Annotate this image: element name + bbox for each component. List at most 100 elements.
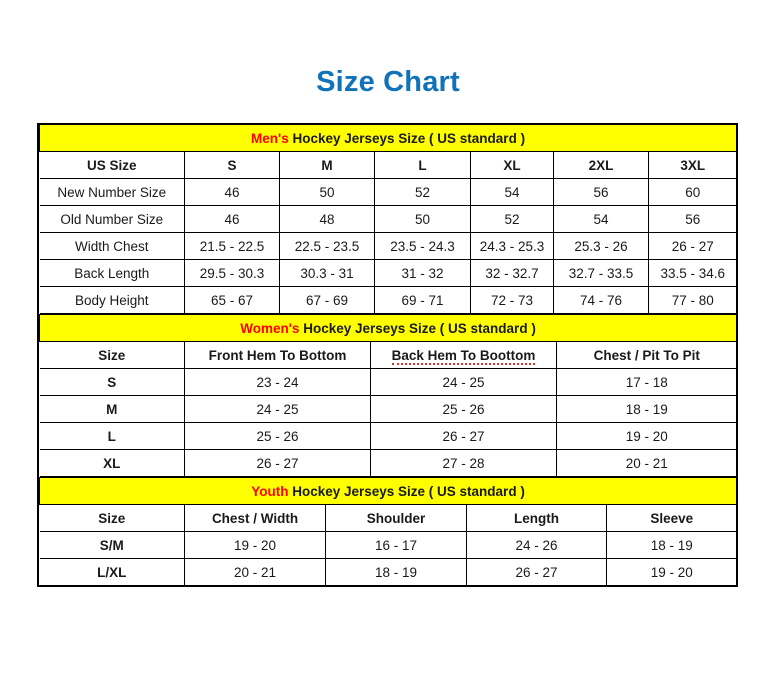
womens-row-1-cell-0: 24 - 25 <box>184 395 371 423</box>
mens-col-header-3: L <box>374 151 471 179</box>
womens-col-header-2: Back Hem To Boottom <box>370 341 557 369</box>
table-row: Back Length 29.5 - 30.3 30.3 - 31 31 - 3… <box>39 259 737 287</box>
womens-row-0-cell-0: 23 - 24 <box>184 368 371 396</box>
youth-heading-rest: Hockey Jerseys Size ( US standard ) <box>288 483 525 499</box>
mens-row-1-cell-3: 52 <box>470 205 554 233</box>
womens-size-table: Women's Hockey Jerseys Size ( US standar… <box>38 314 738 477</box>
mens-row-1-cell-4: 54 <box>553 205 649 233</box>
mens-row-3-label: Back Length <box>39 259 185 287</box>
mens-row-3-cell-3: 32 - 32.7 <box>470 259 554 287</box>
womens-col-header-0: Size <box>39 341 185 369</box>
womens-col-header-1: Front Hem To Bottom <box>184 341 371 369</box>
womens-col-header-3: Chest / Pit To Pit <box>555 341 737 369</box>
womens-col-header-2-text: Back Hem To Boottom <box>391 347 536 365</box>
mens-row-2-label: Width Chest <box>39 232 185 260</box>
mens-col-header-2: M <box>279 151 375 179</box>
womens-row-2-cell-2: 19 - 20 <box>555 422 737 450</box>
mens-row-2-cell-3: 24.3 - 25.3 <box>470 232 554 260</box>
table-row: L 25 - 26 26 - 27 19 - 20 <box>39 422 737 450</box>
table-row: S 23 - 24 24 - 25 17 - 18 <box>39 368 737 396</box>
mens-heading-rest: Hockey Jerseys Size ( US standard ) <box>288 130 526 146</box>
youth-section-heading-row: Youth Hockey Jerseys Size ( US standard … <box>38 477 738 505</box>
mens-row-3-cell-4: 32.7 - 33.5 <box>553 259 649 287</box>
mens-row-3-cell-5: 33.5 - 34.6 <box>647 259 737 287</box>
womens-row-1-label: M <box>39 395 185 423</box>
womens-row-1-cell-1: 25 - 26 <box>370 395 557 423</box>
mens-row-4-label: Body Height <box>39 286 185 314</box>
mens-row-0-label: New Number Size <box>39 178 185 206</box>
youth-row-1-cell-3: 19 - 20 <box>605 558 737 585</box>
mens-col-header-6: 3XL <box>647 151 737 179</box>
table-row: L/XL 20 - 21 18 - 19 26 - 27 19 - 20 <box>39 558 737 585</box>
womens-row-3-cell-2: 20 - 21 <box>555 449 737 477</box>
mens-row-2-cell-1: 22.5 - 23.5 <box>279 232 375 260</box>
mens-row-0-cell-5: 60 <box>647 178 737 206</box>
table-row: Body Height 65 - 67 67 - 69 69 - 71 72 -… <box>39 286 737 314</box>
youth-heading-accent: Youth <box>251 483 289 499</box>
table-row: Width Chest 21.5 - 22.5 22.5 - 23.5 23.5… <box>39 232 737 260</box>
table-row: Old Number Size 46 48 50 52 54 56 <box>39 205 737 233</box>
mens-row-1-cell-2: 50 <box>374 205 471 233</box>
womens-row-0-cell-2: 17 - 18 <box>555 368 737 396</box>
womens-section-heading: Women's Hockey Jerseys Size ( US standar… <box>38 314 738 342</box>
womens-row-0-label: S <box>39 368 185 396</box>
youth-row-1-label: L/XL <box>39 558 185 585</box>
mens-row-3-cell-0: 29.5 - 30.3 <box>184 259 280 287</box>
womens-row-2-label: L <box>39 422 185 450</box>
mens-column-header-row: US Size S M L XL 2XL 3XL <box>39 151 737 179</box>
youth-size-table: Youth Hockey Jerseys Size ( US standard … <box>38 477 738 585</box>
mens-row-0-cell-1: 50 <box>279 178 375 206</box>
womens-heading-rest: Hockey Jerseys Size ( US standard ) <box>299 320 536 336</box>
mens-row-4-cell-5: 77 - 80 <box>647 286 737 314</box>
youth-row-0-cell-1: 16 - 17 <box>325 531 467 559</box>
youth-section-heading: Youth Hockey Jerseys Size ( US standard … <box>38 477 738 505</box>
mens-row-1-cell-0: 46 <box>184 205 280 233</box>
youth-col-header-2: Shoulder <box>325 504 467 532</box>
size-tables-container: Men's Hockey Jerseys Size ( US standard … <box>37 123 738 587</box>
womens-section-heading-row: Women's Hockey Jerseys Size ( US standar… <box>38 314 738 342</box>
mens-row-2-cell-5: 26 - 27 <box>647 232 737 260</box>
mens-row-3-cell-2: 31 - 32 <box>374 259 471 287</box>
youth-row-0-label: S/M <box>39 531 185 559</box>
mens-row-1-label: Old Number Size <box>39 205 185 233</box>
mens-row-4-cell-1: 67 - 69 <box>279 286 375 314</box>
mens-row-2-cell-4: 25.3 - 26 <box>553 232 649 260</box>
mens-row-4-cell-2: 69 - 71 <box>374 286 471 314</box>
youth-row-1-cell-1: 18 - 19 <box>325 558 467 585</box>
youth-row-0-cell-3: 18 - 19 <box>605 531 737 559</box>
youth-row-1-cell-2: 26 - 27 <box>466 558 607 585</box>
youth-col-header-4: Sleeve <box>605 504 737 532</box>
mens-size-table: Men's Hockey Jerseys Size ( US standard … <box>38 125 738 314</box>
table-row: S/M 19 - 20 16 - 17 24 - 26 18 - 19 <box>39 531 737 559</box>
mens-row-0-cell-0: 46 <box>184 178 280 206</box>
womens-row-3-cell-0: 26 - 27 <box>184 449 371 477</box>
table-row: New Number Size 46 50 52 54 56 60 <box>39 178 737 206</box>
mens-heading-accent: Men's <box>250 130 289 146</box>
mens-col-header-1: S <box>184 151 280 179</box>
mens-row-3-cell-1: 30.3 - 31 <box>279 259 375 287</box>
womens-row-3-cell-1: 27 - 28 <box>370 449 557 477</box>
youth-row-0-cell-2: 24 - 26 <box>466 531 607 559</box>
youth-row-1-cell-0: 20 - 21 <box>184 558 326 585</box>
mens-row-0-cell-2: 52 <box>374 178 471 206</box>
womens-heading-accent: Women's <box>240 320 300 336</box>
mens-col-header-4: XL <box>470 151 554 179</box>
mens-row-1-cell-5: 56 <box>647 205 737 233</box>
youth-row-0-cell-0: 19 - 20 <box>184 531 326 559</box>
mens-col-header-0: US Size <box>39 151 185 179</box>
mens-row-0-cell-3: 54 <box>470 178 554 206</box>
mens-row-4-cell-3: 72 - 73 <box>470 286 554 314</box>
womens-row-2-cell-0: 25 - 26 <box>184 422 371 450</box>
womens-column-header-row: Size Front Hem To Bottom Back Hem To Boo… <box>39 341 737 369</box>
mens-col-header-5: 2XL <box>553 151 649 179</box>
youth-col-header-1: Chest / Width <box>184 504 326 532</box>
youth-col-header-3: Length <box>466 504 607 532</box>
womens-row-3-label: XL <box>39 449 185 477</box>
youth-column-header-row: Size Chest / Width Shoulder Length Sleev… <box>39 504 737 532</box>
mens-row-4-cell-4: 74 - 76 <box>553 286 649 314</box>
mens-section-heading-row: Men's Hockey Jerseys Size ( US standard … <box>38 125 738 152</box>
womens-row-1-cell-2: 18 - 19 <box>555 395 737 423</box>
mens-section-heading: Men's Hockey Jerseys Size ( US standard … <box>38 125 738 152</box>
mens-row-1-cell-1: 48 <box>279 205 375 233</box>
